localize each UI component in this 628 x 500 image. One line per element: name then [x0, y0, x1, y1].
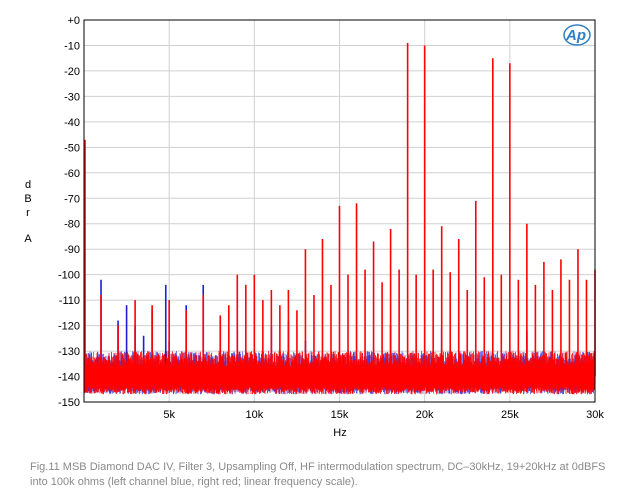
series-layer — [83, 42, 596, 395]
y-tick-label: -120 — [58, 321, 80, 333]
y-tick-label: -130 — [58, 346, 80, 358]
x-tick-label: 5k — [163, 409, 175, 421]
y-axis-label-char-d: d — [25, 179, 31, 191]
y-tick-labels: +0 -10 -20 -30 -40 -50 -60 -70 -80 -90 -100 -110 -12… — [58, 15, 80, 409]
spectrum-chart: +0 -10 -20 -30 -40 -50 -60 -70 -80 -90 -100 -110 -12… — [24, 15, 604, 439]
y-tick-label: -30 — [64, 91, 80, 103]
y-tick-label: -110 — [59, 295, 80, 307]
x-tick-label: 20k — [416, 409, 434, 421]
y-tick-label: -100 — [58, 270, 80, 282]
ap-logo: Ap — [563, 24, 591, 46]
y-axis-label-char-b: B — [24, 193, 31, 205]
figure-caption: Fig.11 MSB Diamond DAC IV, Filter 3, Ups… — [30, 461, 606, 488]
plot-frame — [83, 19, 596, 403]
y-axis-label-char-a: A — [24, 233, 32, 245]
y-tick-label: +0 — [67, 15, 80, 27]
y-tick-label: -150 — [58, 397, 80, 409]
y-tick-label: -60 — [64, 168, 80, 180]
x-tick-label: 30k — [586, 409, 604, 421]
ap-logo-text: Ap — [565, 27, 586, 44]
x-tick-label: 15k — [331, 409, 349, 421]
y-tick-label: -20 — [64, 66, 80, 78]
y-tick-label: -40 — [64, 117, 80, 129]
x-tick-label: 25k — [501, 409, 519, 421]
y-tick-label: -140 — [58, 372, 80, 384]
y-tick-label: -10 — [64, 40, 80, 52]
y-tick-label: -50 — [64, 142, 80, 154]
y-tick-label: -90 — [64, 244, 80, 256]
series-right-channel — [83, 42, 596, 395]
x-axis-label: Hz — [333, 427, 346, 439]
y-tick-label: -80 — [64, 219, 80, 231]
y-tick-label: -70 — [64, 193, 80, 205]
y-axis-label: d B r A — [24, 179, 32, 245]
ap-logo-swoosh — [563, 24, 591, 46]
x-tick-labels: 5k 10k 15k 20k 25k 30k — [163, 409, 604, 421]
x-tick-label: 10k — [245, 409, 263, 421]
y-axis-label-char-r: r — [26, 207, 30, 219]
